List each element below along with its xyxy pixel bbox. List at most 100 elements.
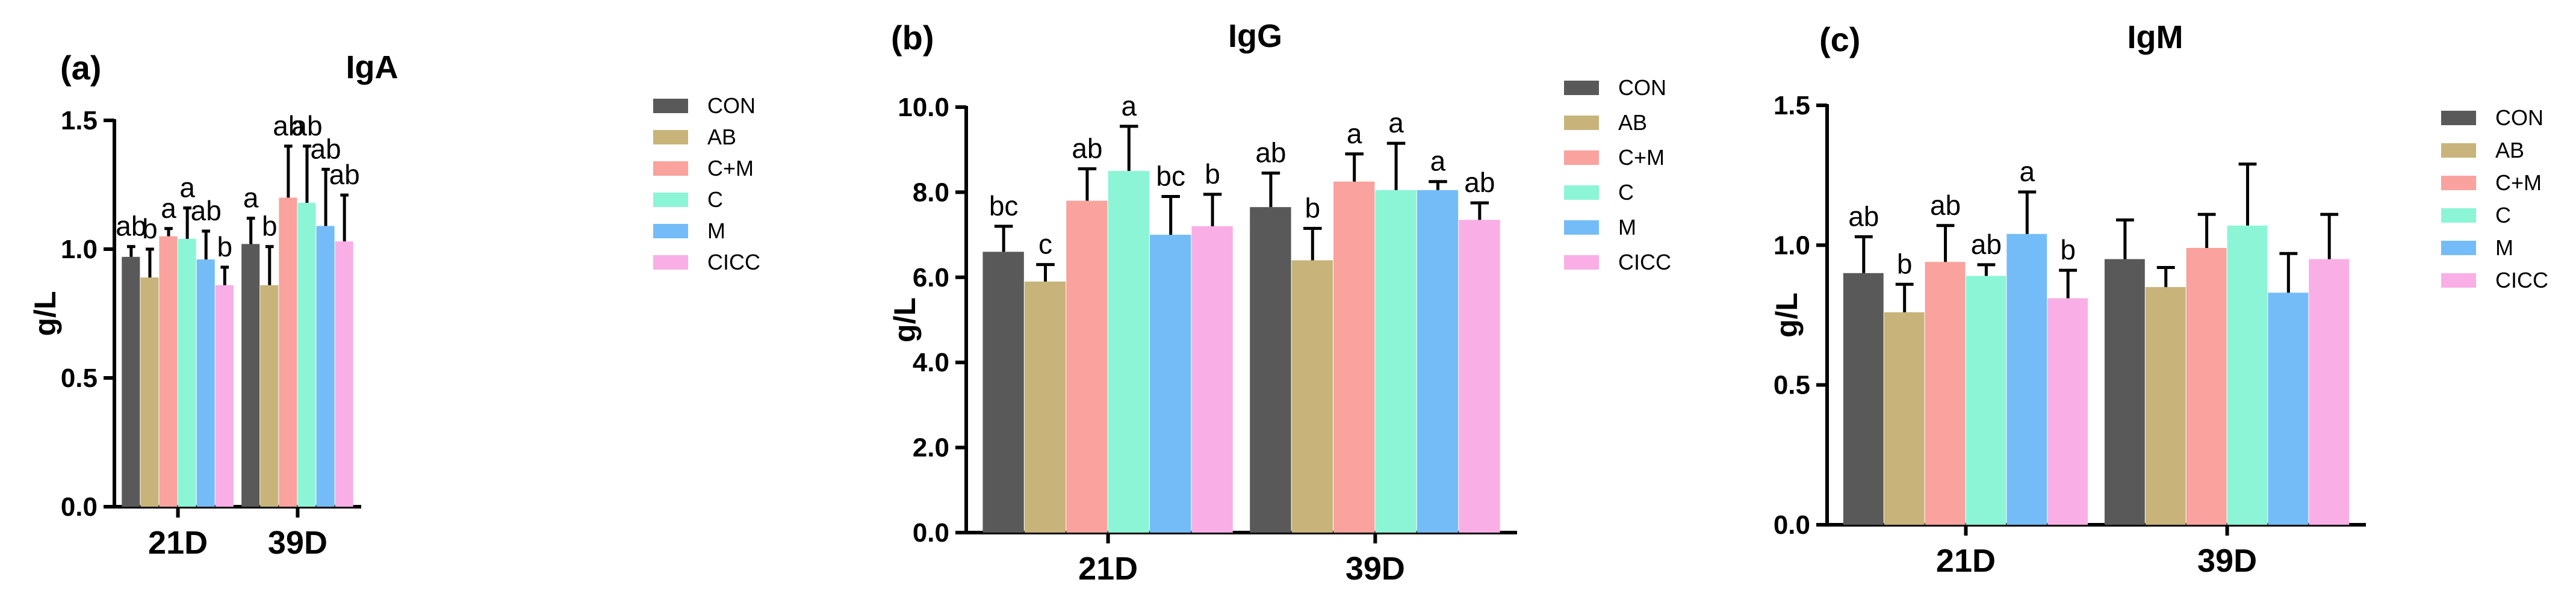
x-tick-label: 39D — [268, 525, 327, 561]
y-axis-label: g/L — [28, 291, 62, 336]
bar-m-39d — [1417, 190, 1459, 533]
legend-swatch — [1564, 220, 1599, 235]
bar-cplusm-21d — [159, 236, 178, 507]
legend-label: C+M — [707, 156, 754, 181]
legend-label: M — [1618, 215, 1636, 240]
chart-panel-1: (a) IgAg/L0.00.51.01.521Dabbaaabb39Dababa… — [28, 49, 760, 561]
x-tick-label: 39D — [1345, 551, 1405, 587]
significance-label: b — [262, 211, 278, 242]
y-tick-label: 1.5 — [61, 106, 98, 135]
legend-label: CON — [2495, 105, 2543, 130]
significance-label: ab — [1255, 137, 1286, 169]
significance-label: a — [1347, 118, 1362, 149]
legend-label: C+M — [1618, 145, 1665, 170]
legend-label: C — [1618, 180, 1634, 205]
legend-swatch — [1564, 255, 1599, 270]
legend-swatch — [2441, 208, 2476, 223]
legend-swatch — [653, 193, 688, 207]
bar-m-21d — [196, 259, 215, 507]
significance-label: a — [161, 193, 176, 224]
legend: CON AB C+M CM CICC — [653, 93, 760, 274]
x-tick-label: 39D — [2197, 543, 2257, 579]
legend-label: C — [707, 187, 723, 212]
bar-cplusm-21d — [1925, 262, 1966, 525]
y-tick-label: 4.0 — [913, 348, 949, 377]
bar-m-21d — [2006, 233, 2047, 525]
significance-label: ab — [329, 159, 360, 190]
x-tick-label: 21D — [1936, 543, 1996, 579]
y-tick-label: 10.0 — [898, 93, 949, 122]
bar-c-39d — [1375, 190, 1417, 533]
y-tick-label: 0.0 — [61, 492, 98, 522]
bar-ab-39d — [1291, 260, 1333, 533]
legend-swatch — [2441, 273, 2476, 288]
bar-c-39d — [2227, 225, 2268, 525]
bar-cicc-21d — [215, 285, 234, 507]
bar-cicc-21d — [1191, 226, 1233, 533]
significance-label: c — [1038, 229, 1052, 260]
bar-cicc-39d — [2309, 259, 2350, 525]
legend-swatch — [1564, 81, 1599, 95]
significance-label: bc — [1156, 160, 1185, 191]
bar-m-21d — [1150, 235, 1191, 533]
y-tick-label: 0.5 — [61, 363, 98, 393]
bar-m-39d — [2268, 292, 2309, 525]
y-tick-label: 2.0 — [913, 433, 949, 463]
legend-label: CICC — [707, 250, 760, 274]
legend-swatch — [2441, 176, 2476, 190]
legend-swatch — [653, 224, 688, 238]
significance-label: ab — [191, 195, 222, 226]
bar-ab-21d — [1024, 281, 1066, 533]
bar-con-39d — [241, 244, 260, 507]
legend-swatch — [2441, 111, 2476, 125]
y-axis-label: g/L — [1770, 292, 1804, 338]
y-tick-label: 1.5 — [1774, 91, 1810, 120]
legend-swatch — [653, 99, 688, 113]
legend-swatch — [2441, 143, 2476, 158]
bar-c-21d — [178, 238, 196, 507]
y-tick-label: 0.5 — [1774, 371, 1810, 400]
legend-swatch — [1564, 116, 1599, 130]
bar-ab-39d — [260, 285, 279, 507]
significance-label: ab — [116, 211, 146, 242]
bar-con-39d — [1250, 207, 1291, 533]
chart-title: IgM — [2128, 19, 2183, 55]
significance-label: a — [179, 172, 195, 203]
significance-label: ab — [1072, 133, 1102, 164]
significance-label: b — [142, 213, 158, 244]
bar-ab-21d — [140, 277, 159, 507]
significance-label: bc — [989, 190, 1019, 221]
bar-con-39d — [2104, 259, 2145, 525]
bar-c-39d — [297, 202, 316, 507]
legend-label: AB — [1618, 110, 1647, 135]
y-tick-label: 1.0 — [61, 235, 98, 264]
bar-cicc-39d — [335, 241, 353, 507]
legend-label: M — [707, 218, 725, 243]
x-tick-label: 21D — [1078, 551, 1138, 587]
significance-label: ab — [273, 110, 303, 141]
legend-label: C — [2495, 203, 2511, 227]
legend-label: CICC — [2495, 268, 2548, 292]
bar-cicc-21d — [2047, 298, 2088, 525]
significance-label: ab — [1930, 190, 1961, 221]
y-tick-label: 6.0 — [913, 263, 949, 292]
y-tick-label: 8.0 — [913, 178, 949, 207]
y-tick-label: 0.0 — [913, 518, 949, 548]
significance-label: b — [1897, 248, 1913, 279]
legend-label: M — [2495, 235, 2513, 260]
bar-cplusm-39d — [1333, 181, 1375, 533]
significance-label: ab — [291, 110, 322, 141]
legend: CON AB C+M CM CICC — [2441, 105, 2548, 292]
legend-swatch — [2441, 241, 2476, 255]
significance-label: ab — [1848, 200, 1879, 232]
bar-cicc-39d — [1459, 220, 1500, 533]
chart-title: IgG — [1228, 18, 1282, 54]
significance-label: a — [1388, 107, 1404, 138]
significance-label: a — [1122, 90, 1137, 122]
panel-label: (a) — [60, 49, 101, 87]
bar-con-21d — [1843, 273, 1884, 525]
legend-swatch — [653, 161, 688, 176]
bar-cplusm-21d — [1066, 200, 1108, 533]
